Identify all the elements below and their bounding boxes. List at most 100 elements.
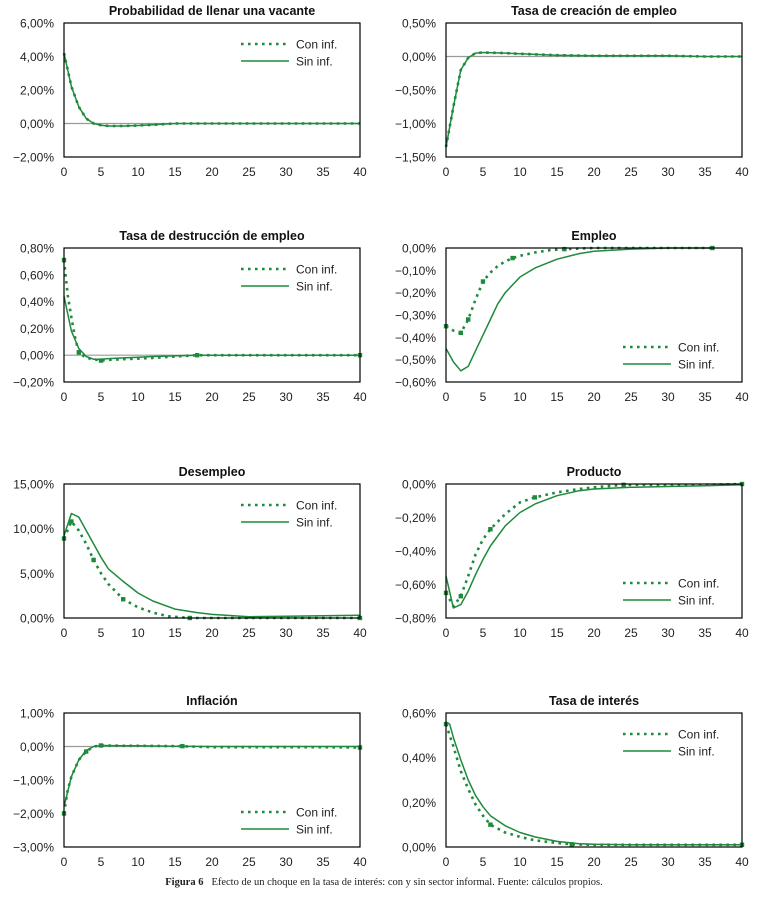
x-tick-label: 40 <box>735 855 749 869</box>
y-tick-label: 0,00% <box>402 841 436 855</box>
caption-text: Efecto de un choque en la tasa de interé… <box>211 877 603 888</box>
y-tick-label: 2,00% <box>20 84 54 98</box>
x-tick-label: 15 <box>168 626 182 640</box>
y-tick-label: −1,00% <box>13 774 54 788</box>
plot-area <box>63 712 361 848</box>
x-tick-label: 35 <box>316 390 330 404</box>
x-tick-label: 15 <box>168 855 182 869</box>
data-point-marker <box>562 246 567 252</box>
plot-area <box>445 712 743 848</box>
x-tick-label: 5 <box>98 626 105 640</box>
chart-title: Empleo <box>571 229 617 243</box>
x-tick-label: 15 <box>550 390 564 404</box>
x-tick-label: 35 <box>698 165 712 179</box>
x-tick-label: 0 <box>443 626 450 640</box>
y-tick-label: −2,00% <box>13 807 54 821</box>
series-line-sin-inf <box>63 512 361 618</box>
x-tick-label: 35 <box>316 855 330 869</box>
x-tick-label: 40 <box>353 165 367 179</box>
y-tick-label: 0,00% <box>20 349 54 363</box>
x-tick-label: 10 <box>513 390 527 404</box>
chart-svg: Producto −0,80% −0,60% −0,40% −0,20% 0,00% 0 5 1… <box>395 465 749 640</box>
x-tick-label: 35 <box>698 855 712 869</box>
x-tick-label: 0 <box>443 165 450 179</box>
x-tick-label: 15 <box>550 855 564 869</box>
legend-label-con-inf: Con inf. <box>678 341 719 355</box>
x-tick-label: 5 <box>98 855 105 869</box>
chart-title: Tasa de interés <box>549 694 639 708</box>
y-tick-label: −0,40% <box>395 545 436 559</box>
x-tick-label: 5 <box>480 855 487 869</box>
legend-label-sin-inf: Sin inf. <box>678 358 715 372</box>
y-tick-label: 0,60% <box>402 707 436 721</box>
legend-label-sin-inf: Sin inf. <box>678 594 715 608</box>
x-tick-label: 25 <box>242 626 256 640</box>
y-tick-label: −0,60% <box>395 578 436 592</box>
y-tick-label: −2,00% <box>13 151 54 165</box>
x-tick-label: 0 <box>443 855 450 869</box>
chart-panel: Tasa de destrucción de empleo −0,20% 0,00%… <box>0 227 384 452</box>
x-tick-label: 20 <box>205 855 219 869</box>
x-tick-label: 20 <box>587 855 601 869</box>
x-tick-label: 15 <box>168 165 182 179</box>
x-tick-label: 5 <box>480 626 487 640</box>
chart-svg: Tasa de creación de empleo −1,50% −1,00% −0… <box>395 4 749 179</box>
caption-label: Figura 6 <box>165 877 204 888</box>
legend-label-con-inf: Con inf. <box>678 728 719 742</box>
x-tick-label: 10 <box>131 855 145 869</box>
x-tick-label: 20 <box>205 165 219 179</box>
x-tick-label: 10 <box>513 165 527 179</box>
data-point-marker <box>532 495 537 500</box>
x-tick-label: 15 <box>168 390 182 404</box>
y-tick-label: −0,20% <box>13 376 54 390</box>
x-tick-label: 40 <box>353 626 367 640</box>
series-line-con-inf <box>444 482 743 609</box>
chart-title: Probabilidad de llenar una vacante <box>109 4 315 18</box>
y-tick-label: 6,00% <box>20 17 54 31</box>
legend-label-sin-inf: Sin inf. <box>296 55 333 69</box>
x-tick-label: 5 <box>98 390 105 404</box>
legend-label-sin-inf: Sin inf. <box>296 823 333 837</box>
y-tick-label: 0,00% <box>402 478 436 492</box>
x-tick-label: 40 <box>735 165 749 179</box>
chart-panel: Tasa de creación de empleo −1,50% −1,00% −0… <box>384 0 768 225</box>
x-tick-label: 20 <box>205 626 219 640</box>
x-tick-label: 40 <box>735 390 749 404</box>
y-tick-label: −0,40% <box>395 331 436 345</box>
figure-caption: Figura 6 Efecto de un choque en la tasa d… <box>0 877 768 888</box>
y-tick-label: 1,00% <box>20 707 54 721</box>
legend-label-sin-inf: Sin inf. <box>296 280 333 294</box>
y-tick-label: 5,00% <box>20 567 54 581</box>
series-line-sin-inf <box>445 247 713 372</box>
chart-title: Desempleo <box>179 465 246 479</box>
data-point-marker <box>458 330 463 336</box>
x-tick-label: 0 <box>61 165 68 179</box>
legend-label-con-inf: Con inf. <box>296 499 337 513</box>
series-line-sin-inf <box>63 744 360 807</box>
x-tick-label: 35 <box>698 626 712 640</box>
data-point-marker <box>621 482 626 488</box>
y-tick-label: 0,60% <box>20 268 54 282</box>
legend-label-sin-inf: Sin inf. <box>296 516 333 530</box>
y-tick-label: −0,60% <box>395 376 436 390</box>
y-tick-label: −0,20% <box>395 286 436 300</box>
x-tick-label: 35 <box>698 390 712 404</box>
chart-panel: Probabilidad de llenar una vacante −2,00%… <box>0 0 384 225</box>
x-tick-label: 20 <box>587 390 601 404</box>
y-tick-label: 0,20% <box>20 322 54 336</box>
x-tick-label: 10 <box>513 855 527 869</box>
data-point-marker <box>98 358 104 363</box>
y-tick-label: 0,00% <box>20 612 54 626</box>
x-tick-label: 30 <box>279 165 293 179</box>
series-line-con-inf <box>62 744 361 814</box>
x-tick-label: 35 <box>316 165 330 179</box>
data-point-marker <box>91 557 96 563</box>
y-tick-label: 0,00% <box>20 740 54 754</box>
series-line-con-inf <box>444 51 742 148</box>
y-tick-label: −0,20% <box>395 511 436 525</box>
data-point-marker <box>488 527 493 532</box>
x-tick-label: 25 <box>624 855 638 869</box>
chart-title: Tasa de creación de empleo <box>511 4 677 18</box>
x-tick-label: 40 <box>353 390 367 404</box>
x-tick-label: 35 <box>316 626 330 640</box>
